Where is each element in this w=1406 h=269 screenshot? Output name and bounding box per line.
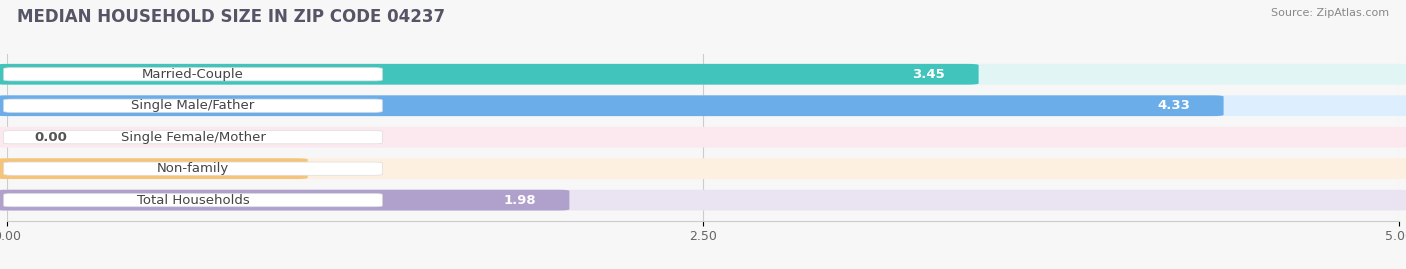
FancyBboxPatch shape [0, 158, 308, 179]
FancyBboxPatch shape [4, 193, 382, 207]
Text: 3.45: 3.45 [912, 68, 945, 81]
FancyBboxPatch shape [0, 127, 1406, 148]
FancyBboxPatch shape [4, 68, 382, 81]
FancyBboxPatch shape [0, 95, 1406, 116]
Text: 4.33: 4.33 [1157, 99, 1191, 112]
Text: 1.98: 1.98 [503, 194, 536, 207]
FancyBboxPatch shape [0, 95, 1223, 116]
Text: Single Male/Father: Single Male/Father [131, 99, 254, 112]
Text: Single Female/Mother: Single Female/Mother [121, 131, 266, 144]
FancyBboxPatch shape [0, 190, 569, 211]
FancyBboxPatch shape [0, 64, 1406, 85]
Text: Total Households: Total Households [136, 194, 249, 207]
Text: Source: ZipAtlas.com: Source: ZipAtlas.com [1271, 8, 1389, 18]
FancyBboxPatch shape [4, 130, 382, 144]
FancyBboxPatch shape [0, 190, 1406, 211]
Text: MEDIAN HOUSEHOLD SIZE IN ZIP CODE 04237: MEDIAN HOUSEHOLD SIZE IN ZIP CODE 04237 [17, 8, 444, 26]
Text: Non-family: Non-family [157, 162, 229, 175]
Text: Married-Couple: Married-Couple [142, 68, 243, 81]
FancyBboxPatch shape [4, 162, 382, 175]
Text: 0.00: 0.00 [35, 131, 67, 144]
FancyBboxPatch shape [0, 158, 1406, 179]
Text: 1.04: 1.04 [242, 162, 274, 175]
FancyBboxPatch shape [4, 99, 382, 112]
FancyBboxPatch shape [0, 64, 979, 85]
